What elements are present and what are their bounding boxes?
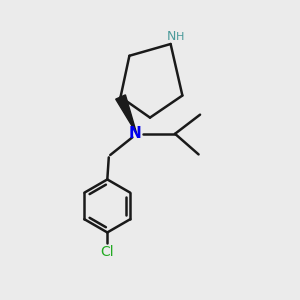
Text: H: H bbox=[176, 32, 184, 42]
Text: Cl: Cl bbox=[100, 244, 114, 259]
Polygon shape bbox=[116, 95, 137, 134]
Text: N: N bbox=[167, 30, 176, 43]
Text: N: N bbox=[129, 126, 142, 141]
